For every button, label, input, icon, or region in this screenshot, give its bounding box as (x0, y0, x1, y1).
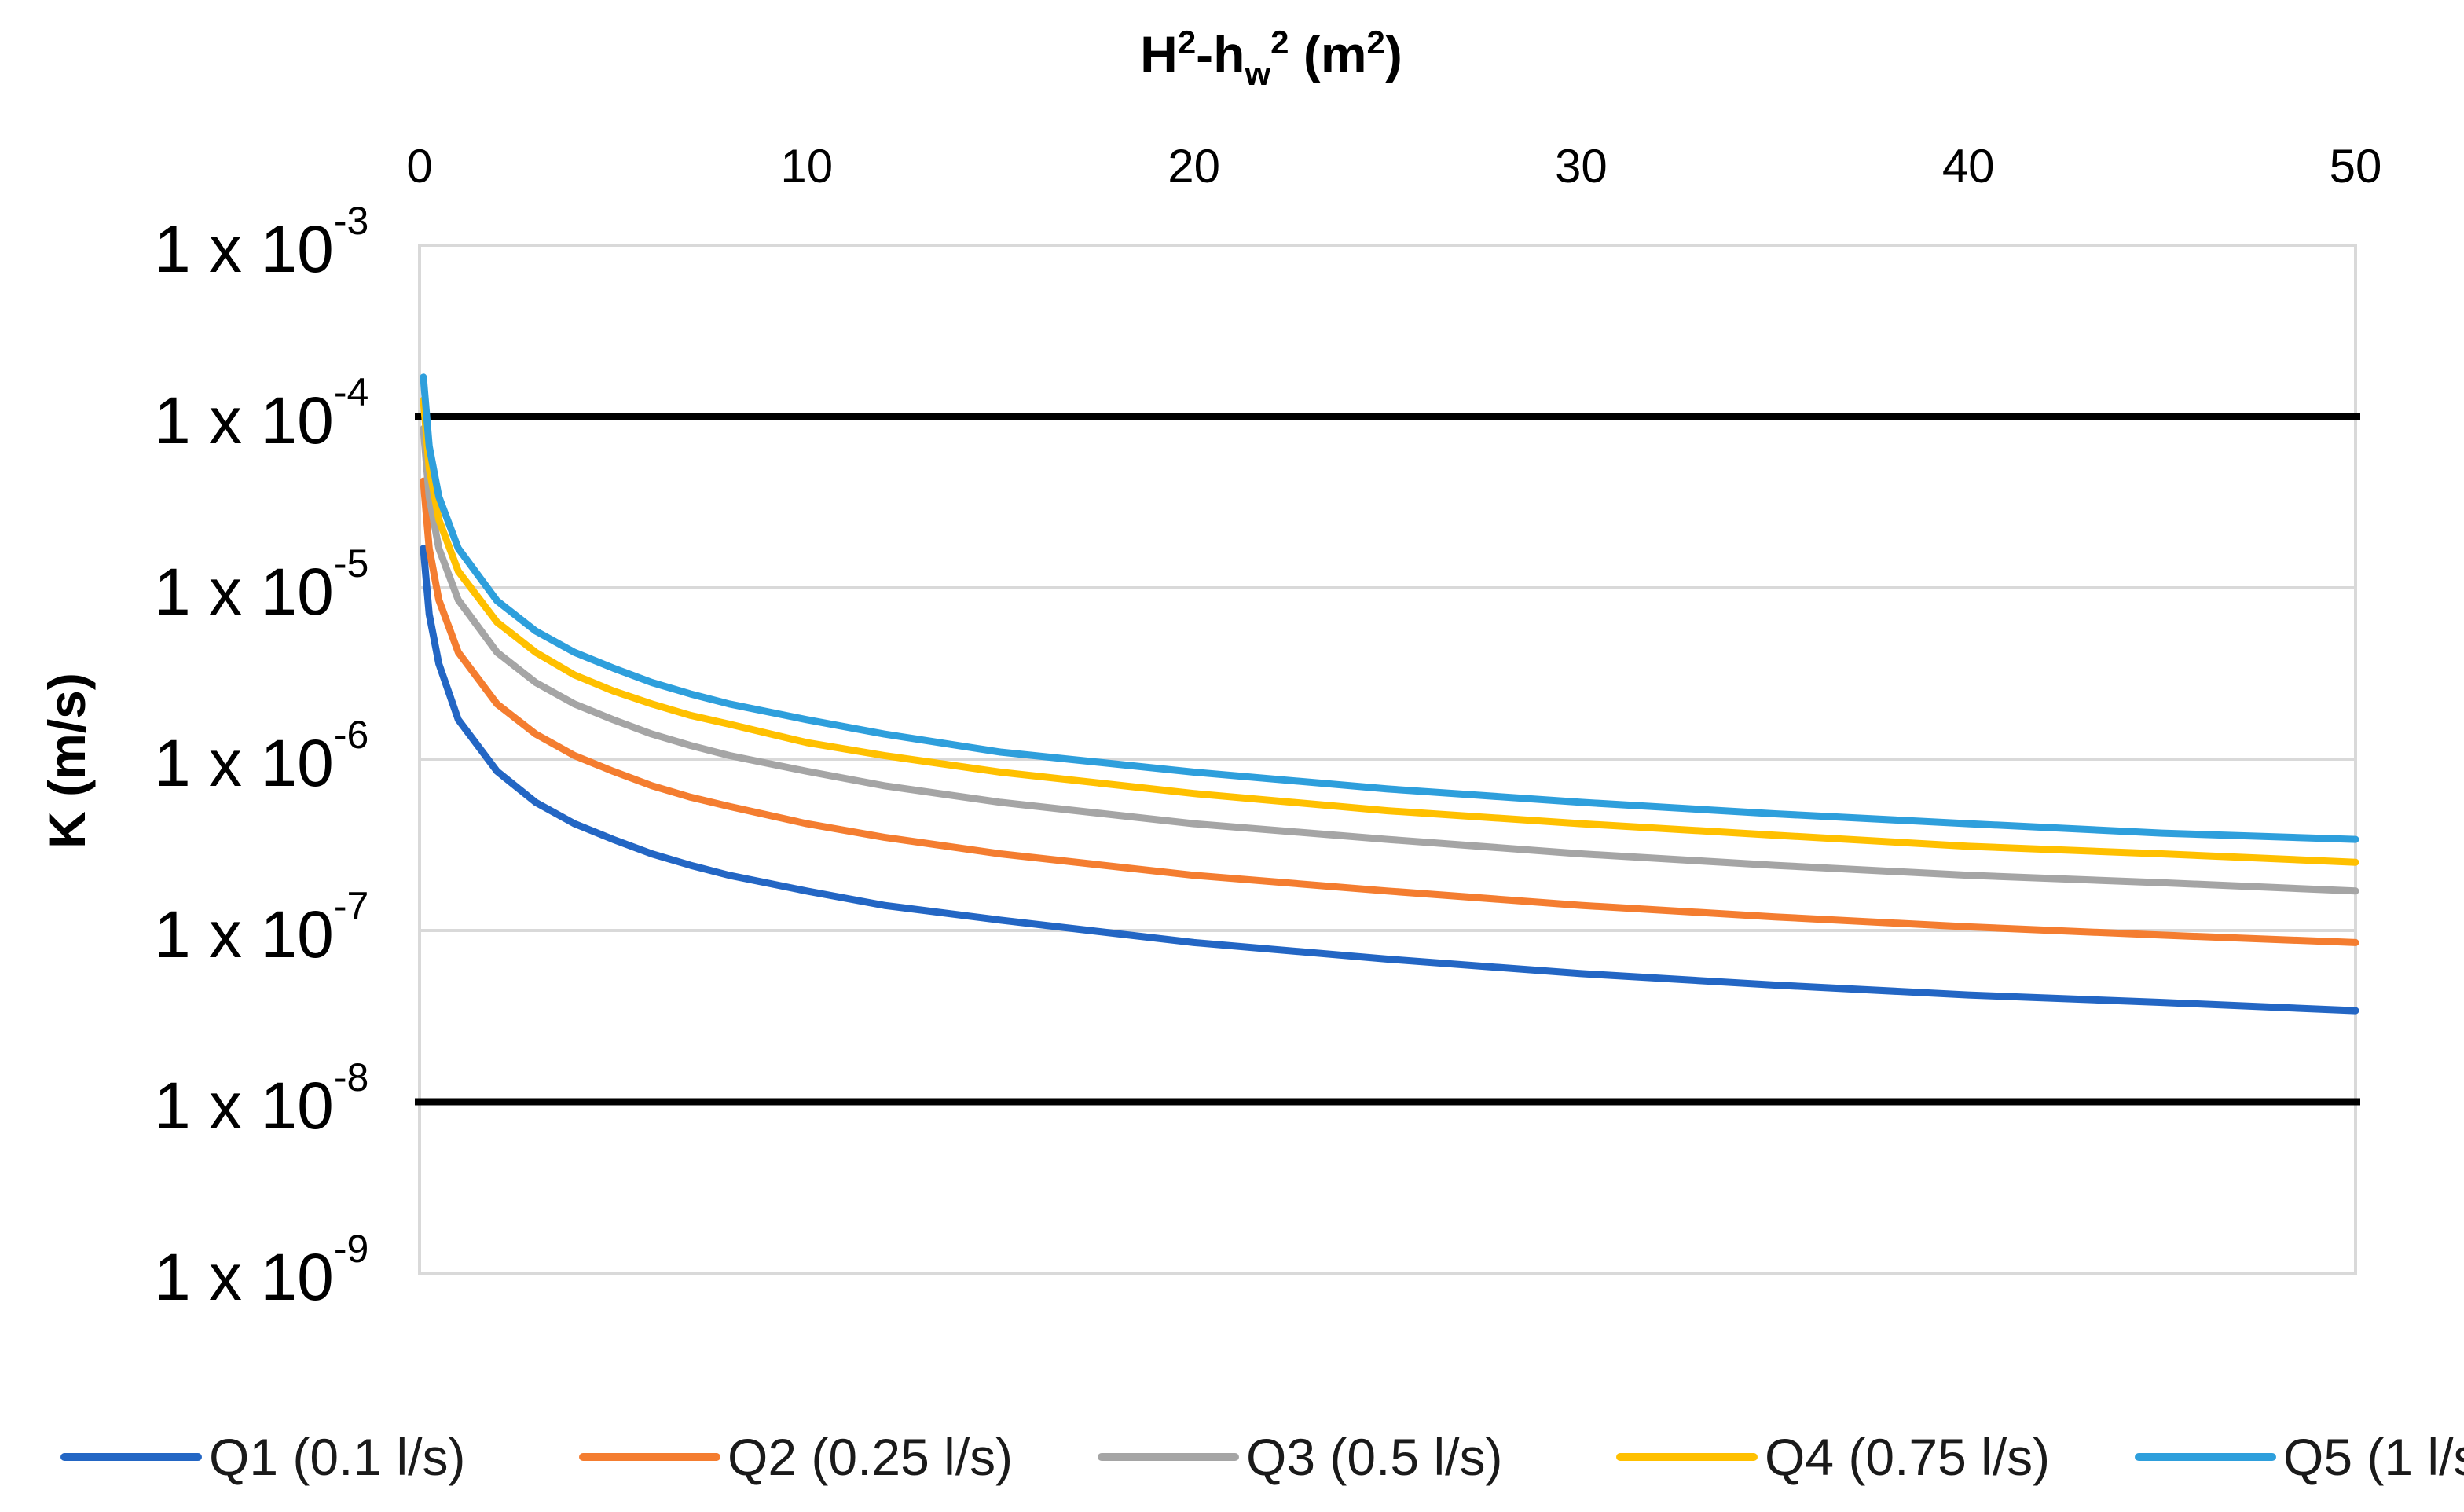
legend-label-q2: Q2 (0.25 l/s) (728, 1428, 1013, 1486)
plot-frame (418, 244, 2357, 1275)
x-tick-label: 30 (1555, 140, 1608, 193)
x-tick-label: 0 (406, 140, 432, 193)
legend: Q1 (0.1 l/s) Q2 (0.25 l/s) Q3 (0.5 l/s) Q4 … (60, 1428, 2464, 1486)
y-tick-label: 1 x 10-4 (154, 370, 368, 457)
y-tick-label: 1 x 10-6 (154, 713, 368, 800)
y-axis-title: K (m/s) (38, 673, 96, 849)
legend-label-q3: Q3 (0.5 l/s) (1246, 1428, 1502, 1486)
y-tick-label: 1 x 10-3 (154, 199, 368, 286)
series-line-q5 (420, 373, 2360, 843)
series-lines (420, 373, 2360, 1015)
legend-label-q1: Q1 (0.1 l/s) (209, 1428, 465, 1486)
x-tick-label: 20 (1168, 140, 1220, 193)
legend-label-q5: Q5 (1 l/s) (2283, 1428, 2464, 1486)
x-tick-labels: 0 10 20 30 40 50 (406, 140, 2382, 193)
series-line-q3 (420, 424, 2360, 895)
y-tick-label: 1 x 10-7 (154, 884, 368, 971)
series-line-q1 (420, 545, 2360, 1015)
series-line-q2 (420, 477, 2360, 946)
reference-lines (415, 413, 2360, 1106)
x-tick-label: 40 (1942, 140, 1995, 193)
x-tick-label: 50 (2330, 140, 2382, 193)
y-tick-label: 1 x 10-9 (154, 1227, 368, 1314)
y-tick-label: 1 x 10-8 (154, 1055, 368, 1143)
y-tick-label: 1 x 10-5 (154, 541, 368, 629)
x-axis-title: H2-hw2 (m2) (1140, 24, 1402, 92)
y-tick-labels: 1 x 10-3 1 x 10-4 1 x 10-5 1 x 10-6 1 x 10-7… (154, 199, 368, 1314)
series-line-q4 (420, 396, 2360, 866)
legend-label-q4: Q4 (0.75 l/s) (1765, 1428, 2050, 1486)
x-tick-label: 10 (780, 140, 833, 193)
